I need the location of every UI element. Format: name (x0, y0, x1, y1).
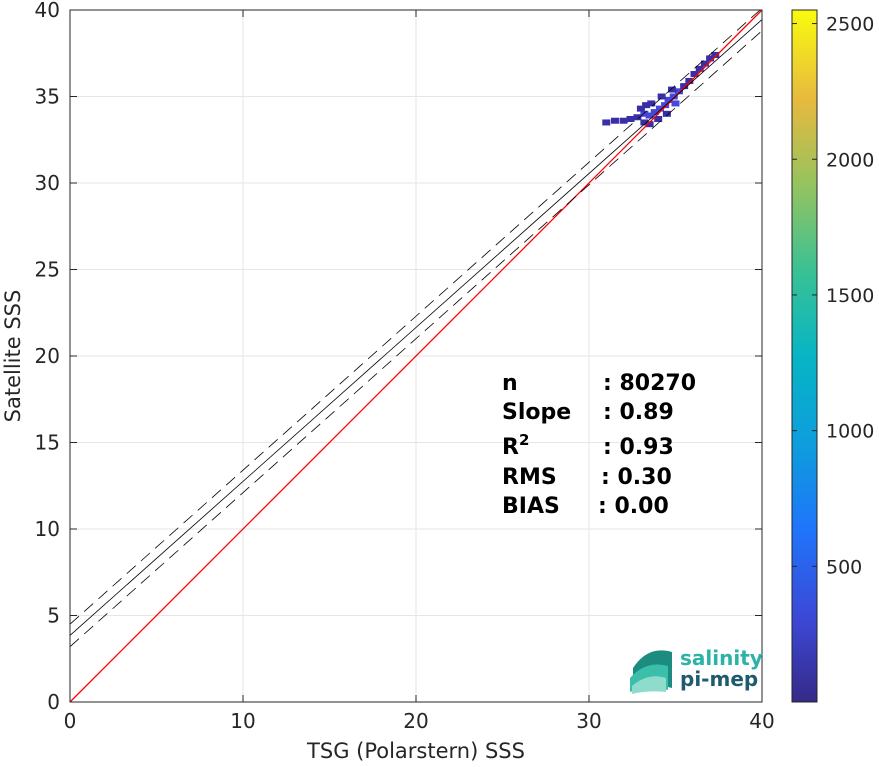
y-tick-label: 25 (35, 258, 60, 282)
colorbar-tick-label: 1500 (826, 285, 874, 307)
density-cell (655, 105, 664, 112)
stat-value-text: 0.00 (614, 494, 668, 519)
y-axis-ticks: 0 5 10 15 20 25 30 35 40 (35, 0, 762, 714)
stat-value-text: 0.89 (619, 400, 673, 425)
stat-label-text: n (502, 371, 518, 396)
density-cell (642, 102, 651, 109)
stat-value: : 0.30 (601, 465, 672, 490)
colorbar (791, 9, 818, 703)
density-cell (640, 110, 649, 117)
fit-bound-line (69, 30, 763, 647)
stat-superscript: 2 (519, 431, 529, 449)
stat-value: : 0.89 (603, 400, 674, 425)
colorbar-tick-label: 500 (826, 556, 862, 578)
y-tick-label: 40 (35, 0, 60, 22)
stat-separator: : (603, 371, 619, 396)
stat-separator: : (598, 494, 614, 519)
stat-value-text: 0.30 (617, 465, 671, 490)
regression-lines (69, 9, 763, 703)
density-cell (619, 117, 628, 124)
x-tick-label: 10 (230, 709, 255, 733)
density-cell (669, 93, 678, 100)
density-cell (668, 86, 677, 93)
colorbar-ticks: 500 1000 1500 2000 2500 (792, 14, 874, 578)
stat-label: Slope (502, 400, 571, 425)
y-tick-label: 5 (47, 604, 60, 628)
density-cell (695, 65, 704, 72)
density-cell (700, 60, 709, 67)
y-tick-label: 15 (35, 431, 60, 455)
density-cell (674, 88, 683, 95)
density-cell (654, 115, 663, 122)
density-cell (690, 71, 699, 78)
colorbar-tick-label: 2000 (826, 149, 874, 171)
salinity-pimep-logo: salinity pi-mep (630, 646, 763, 694)
density-cell (645, 121, 654, 128)
density-cell (685, 77, 694, 84)
y-tick-label: 30 (35, 171, 60, 195)
logo-line-2: pi-mep (680, 667, 758, 691)
x-tick-label: 0 (64, 709, 77, 733)
one-to-one-line (69, 9, 763, 703)
density-cell (657, 93, 666, 100)
stat-separator: : (601, 465, 617, 490)
density-cell (706, 55, 715, 62)
stat-label-text: RMS (502, 465, 557, 490)
stat-value-text: 80270 (619, 371, 696, 396)
colorbar-tick-label: 2500 (826, 14, 874, 36)
fit-line (69, 19, 763, 636)
density-cells (602, 51, 720, 128)
stat-label: BIAS (502, 494, 560, 519)
colorbar-tick-label: 1000 (826, 421, 874, 443)
y-tick-label: 20 (35, 344, 60, 368)
x-tick-label: 30 (576, 709, 601, 733)
stat-label: n (502, 371, 518, 396)
x-tick-label: 40 (749, 709, 774, 733)
x-axis-ticks: 0 10 20 30 40 (64, 10, 775, 733)
density-cell (645, 112, 654, 119)
x-axis-label: TSG (Polarstern) SSS (306, 739, 525, 763)
y-axis-label: Satellite SSS (1, 290, 25, 423)
density-cell (680, 83, 689, 90)
stat-value: : 0.00 (598, 494, 669, 519)
logo-line-1: salinity (680, 646, 763, 670)
density-cell (602, 119, 611, 126)
stat-value-text: 0.93 (619, 435, 673, 460)
density-cell (626, 115, 635, 122)
density-cell (636, 105, 645, 112)
density-cell (647, 100, 656, 107)
stat-label-text: R (502, 435, 519, 460)
density-cell (610, 117, 619, 124)
y-tick-label: 10 (35, 517, 60, 541)
stat-separator: : (603, 435, 619, 460)
density-cell (633, 114, 642, 121)
stat-label: R2 (502, 431, 529, 460)
y-tick-label: 0 (47, 690, 60, 714)
density-cell (662, 110, 671, 117)
logo-waves-icon (630, 650, 672, 694)
stat-separator: : (603, 400, 619, 425)
stat-label-text: Slope (502, 400, 571, 425)
stat-label: RMS (502, 465, 557, 490)
density-cell (650, 109, 659, 116)
density-cell (640, 119, 649, 126)
fit-bound-line (69, 9, 761, 625)
stat-value: : 80270 (603, 371, 696, 396)
density-cell (664, 96, 673, 103)
y-tick-label: 35 (35, 85, 60, 109)
density-cell (711, 51, 720, 58)
density-cell (671, 100, 680, 107)
stat-value: : 0.93 (603, 435, 674, 460)
stat-label-text: BIAS (502, 494, 560, 519)
density-cell (661, 102, 670, 109)
x-tick-label: 20 (403, 709, 428, 733)
